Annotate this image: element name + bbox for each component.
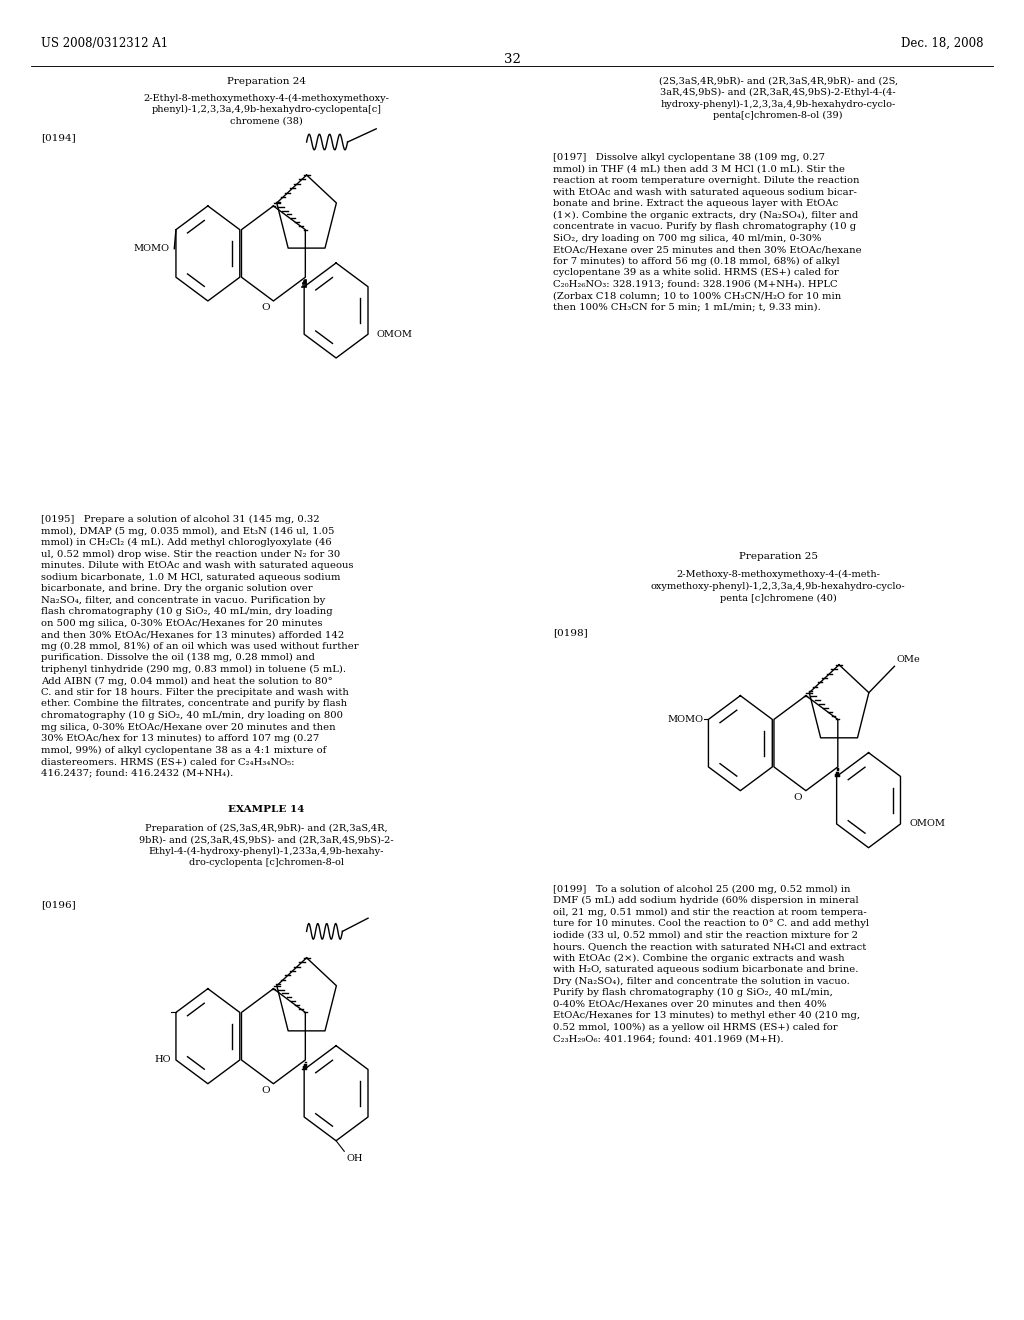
Text: O: O <box>261 304 269 312</box>
Text: O: O <box>261 1086 269 1094</box>
Text: Preparation 24: Preparation 24 <box>226 77 306 86</box>
Text: [0195]   Prepare a solution of alcohol 31 (145 mg, 0.32
mmol), DMAP (5 mg, 0.035: [0195] Prepare a solution of alcohol 31 … <box>41 515 358 777</box>
Text: OMe: OMe <box>897 655 921 664</box>
Text: EXAMPLE 14: EXAMPLE 14 <box>228 805 304 814</box>
Text: HO: HO <box>155 1056 171 1064</box>
Text: OMOM: OMOM <box>909 820 945 829</box>
Text: MOMO: MOMO <box>133 244 169 253</box>
Text: OH: OH <box>346 1154 362 1163</box>
Text: OMOM: OMOM <box>377 330 413 339</box>
Text: US 2008/0312312 A1: US 2008/0312312 A1 <box>41 37 168 50</box>
Text: O: O <box>794 793 802 801</box>
Text: 32: 32 <box>504 53 520 66</box>
Text: Dec. 18, 2008: Dec. 18, 2008 <box>900 37 983 50</box>
Text: [0198]: [0198] <box>553 628 588 638</box>
Text: Preparation 25: Preparation 25 <box>738 552 818 561</box>
Text: [0199]   To a solution of alcohol 25 (200 mg, 0.52 mmol) in
DMF (5 mL) add sodiu: [0199] To a solution of alcohol 25 (200 … <box>553 884 869 1044</box>
Text: [0197]   Dissolve alkyl cyclopentane 38 (109 mg, 0.27
mmol) in THF (4 mL) then a: [0197] Dissolve alkyl cyclopentane 38 (1… <box>553 153 861 312</box>
Text: 2-Methoxy-8-methoxymethoxy-4-(4-meth-
oxymethoxy-phenyl)-1,2,3,3a,4,9b-hexahydro: 2-Methoxy-8-methoxymethoxy-4-(4-meth- ox… <box>651 570 905 603</box>
Text: [0196]: [0196] <box>41 900 76 909</box>
Text: 2-Ethyl-8-methoxymethoxy-4-(4-methoxymethoxy-
phenyl)-1,2,3,3a,4,9b-hexahydro-cy: 2-Ethyl-8-methoxymethoxy-4-(4-methoxymet… <box>143 94 389 125</box>
Text: MOMO: MOMO <box>668 715 703 723</box>
Text: Preparation of (2S,3aS,4R,9bR)- and (2R,3aS,4R,
9bR)- and (2S,3aR,4S,9bS)- and (: Preparation of (2S,3aS,4R,9bR)- and (2R,… <box>139 824 393 867</box>
Text: (2S,3aS,4R,9bR)- and (2R,3aS,4R,9bR)- and (2S,
3aR,4S,9bS)- and (2R,3aR,4S,9bS)-: (2S,3aS,4R,9bR)- and (2R,3aS,4R,9bR)- an… <box>658 77 898 120</box>
Text: [0194]: [0194] <box>41 133 76 143</box>
